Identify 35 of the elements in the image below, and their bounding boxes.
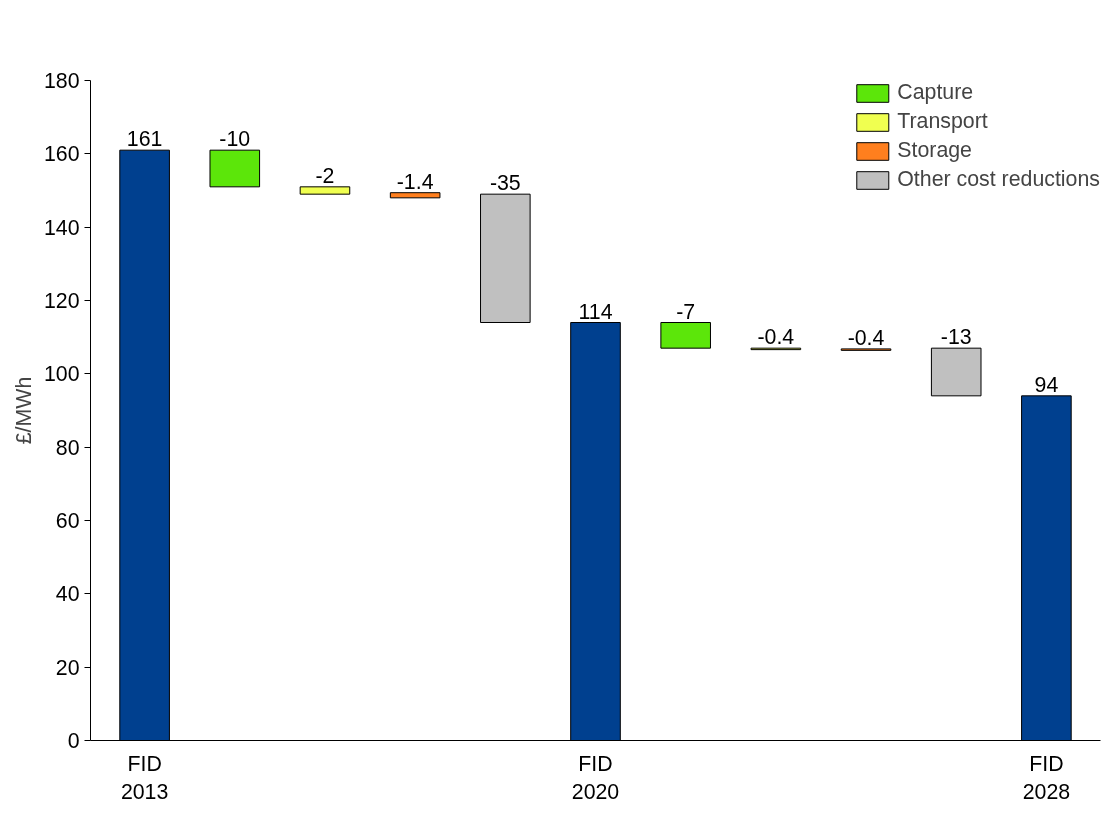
y-tick-label: 40 (55, 582, 80, 607)
y-tick-label: 180 (43, 69, 80, 93)
data-label: -0.4 (847, 325, 885, 350)
y-axis-title: £/MWh (11, 376, 36, 445)
data-label: -0.4 (757, 325, 795, 350)
data-label: 114 (578, 299, 613, 324)
y-tick-label: 100 (43, 362, 80, 387)
legend-label: Transport (897, 109, 988, 134)
data-label: -7 (676, 299, 696, 324)
y-tick-label: 120 (43, 289, 80, 313)
data-label: 94 (1034, 372, 1059, 397)
y-tick-label: 0 (67, 729, 80, 753)
y-tick-label: 140 (43, 215, 80, 240)
data-label: -35 (489, 171, 521, 196)
legend-label: Storage (897, 138, 972, 163)
y-tick-label: 80 (55, 435, 80, 460)
y-tick-label: 160 (43, 142, 80, 167)
data-label: 161 (126, 127, 163, 152)
bar (660, 322, 711, 349)
x-tick-label: FID 2013 (120, 751, 169, 805)
y-tick-label: 20 (55, 655, 80, 680)
bar (930, 347, 982, 397)
data-label: -2 (315, 163, 335, 188)
data-label: -13 (940, 325, 972, 350)
bar (389, 192, 441, 199)
legend-label: Capture (897, 80, 974, 105)
bar (209, 149, 261, 188)
bar (480, 193, 531, 323)
x-tick-label: FID 2020 (571, 751, 620, 805)
bar (299, 186, 351, 195)
x-tick-label: FID 2028 (1022, 751, 1071, 805)
legend-label: Other cost reductions (897, 167, 1100, 192)
data-label: -10 (219, 127, 251, 152)
y-tick-label: 60 (55, 509, 80, 533)
data-label: -1.4 (396, 169, 434, 194)
